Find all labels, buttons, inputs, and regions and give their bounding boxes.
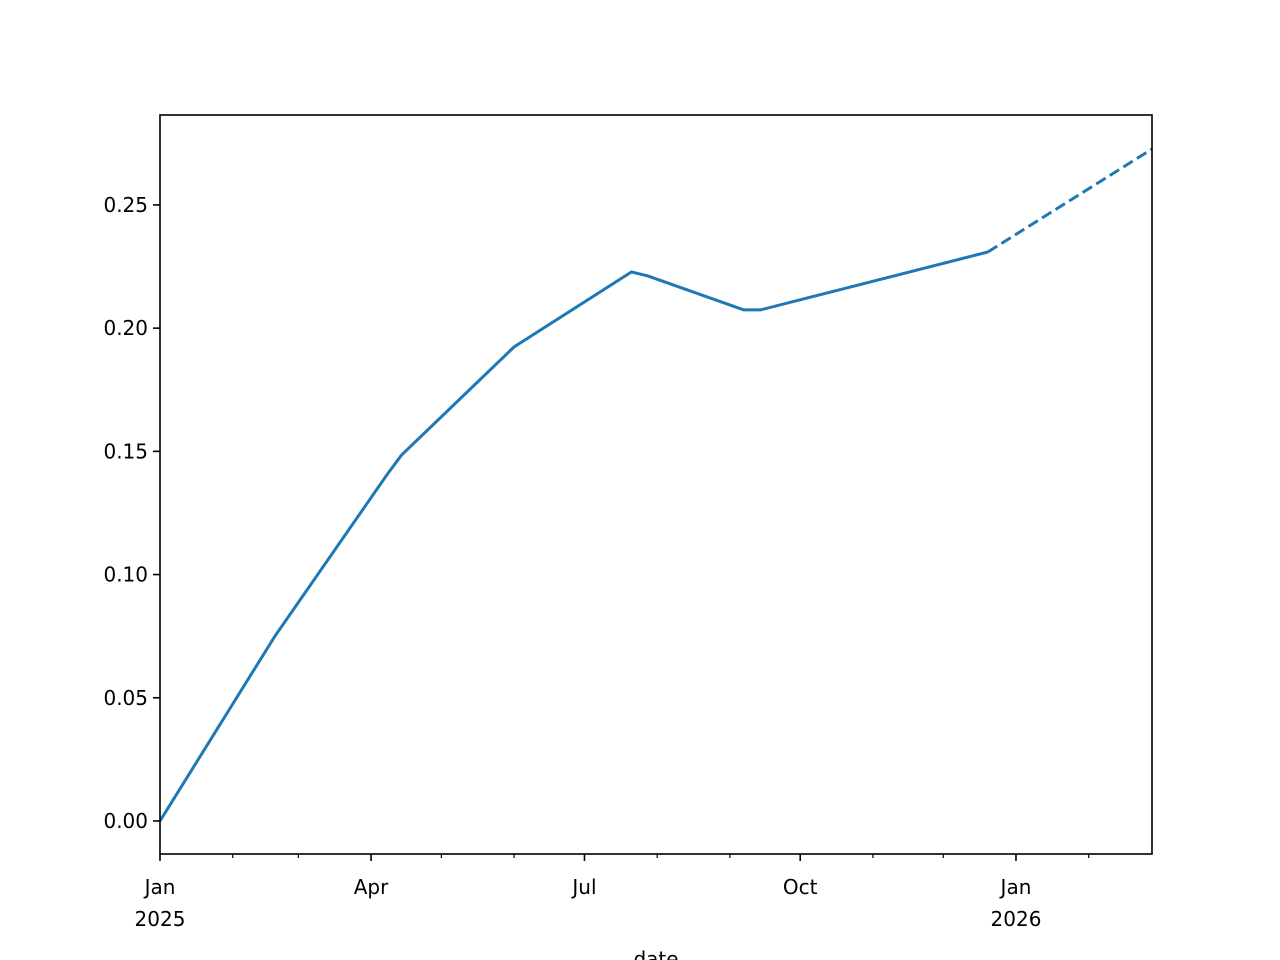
- y-tick-label: 0.15: [103, 439, 148, 463]
- x-tick-label: Jan: [143, 875, 176, 899]
- x-tick-label: Apr: [354, 875, 389, 899]
- y-tick-label: 0.05: [103, 686, 148, 710]
- x-axis-label: date: [633, 947, 678, 960]
- x-tick-label: Oct: [783, 875, 818, 899]
- line-series: [987, 147, 1152, 254]
- x-tick-label: Jul: [570, 875, 596, 899]
- plot-frame: [159, 114, 1153, 855]
- y-tick-label: 0.10: [103, 563, 148, 587]
- x-tick-label: Jan: [999, 875, 1032, 899]
- x-tick-label: 2026: [991, 907, 1042, 931]
- x-tick-label: 2025: [135, 907, 186, 931]
- y-tick-label: 0.25: [103, 193, 148, 217]
- y-tick-label: 0.20: [103, 316, 148, 340]
- y-tick-label: 0.00: [103, 809, 148, 833]
- line-series: [160, 250, 989, 822]
